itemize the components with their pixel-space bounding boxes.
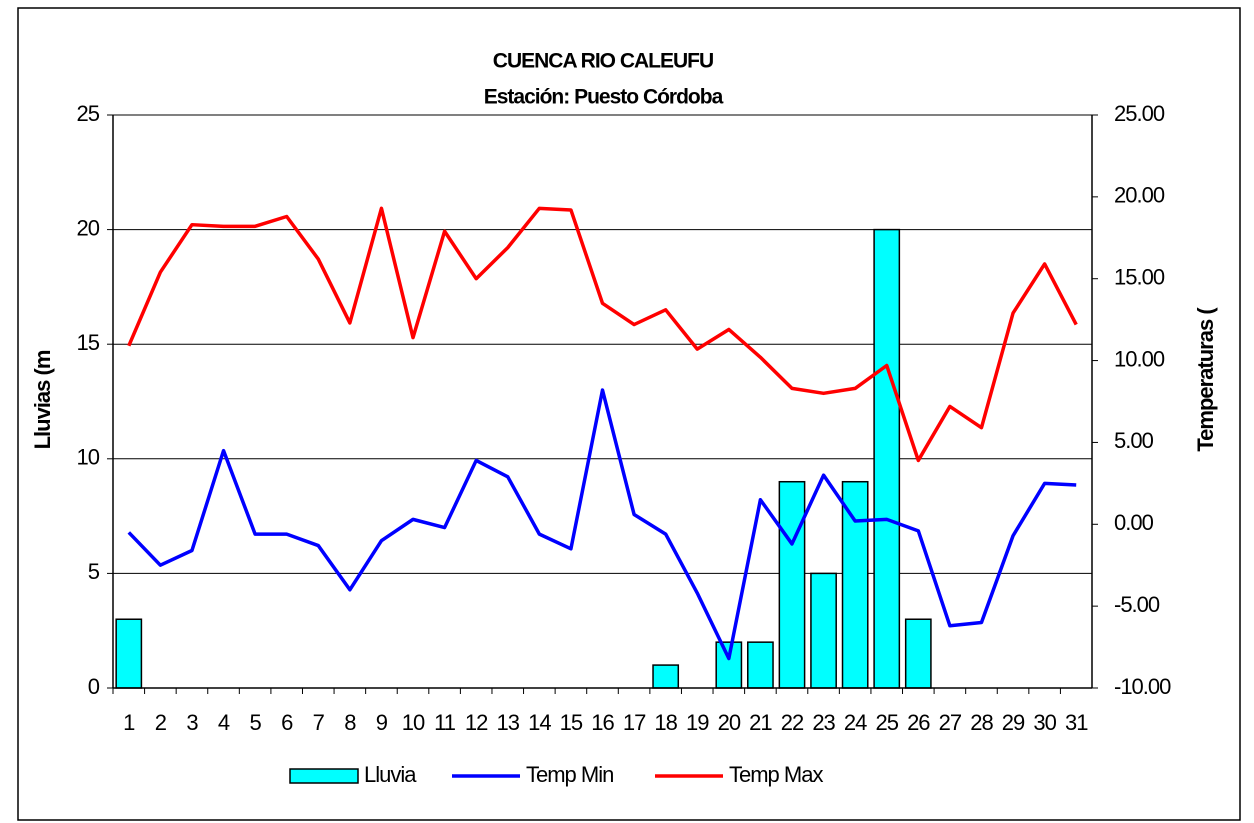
y2-tick-label: 15.00: [1114, 265, 1165, 290]
y-axis-title: Lluvias (m: [30, 350, 55, 449]
legend-label: Temp Max: [729, 762, 823, 787]
bar: [841, 480, 869, 689]
x-tick-label: 23: [812, 710, 835, 735]
x-tick-label: 5: [249, 710, 261, 735]
x-tick-label: 25: [875, 710, 898, 735]
legend-swatch: [289, 768, 359, 784]
x-tick-label: 28: [970, 710, 993, 735]
y2-tick-label: 5.00: [1114, 428, 1154, 453]
y2-tick-label: 20.00: [1114, 183, 1165, 208]
x-tick-label: 20: [718, 710, 741, 735]
x-tick-label: 8: [344, 710, 356, 735]
legend-label: Temp Min: [526, 762, 613, 787]
bar: [715, 641, 743, 689]
x-tick-label: 2: [155, 710, 167, 735]
line: [127, 388, 1077, 661]
y-tick-label: 10: [77, 445, 100, 470]
chart-subtitle: Estación: Puesto Córdoba: [484, 86, 724, 109]
x-tick-label: 21: [749, 710, 772, 735]
x-tick-label: 17: [623, 710, 646, 735]
x-tick-label: 14: [528, 710, 551, 735]
bar: [747, 641, 774, 689]
x-tick-label: 9: [376, 710, 388, 735]
x-tick-label: 22: [781, 710, 804, 735]
bar: [115, 618, 143, 689]
y-tick-label: 20: [77, 215, 100, 240]
y2-tick-label: -5.00: [1114, 592, 1160, 617]
x-tick-label: 7: [313, 710, 325, 735]
y2-tick-label: 10.00: [1114, 346, 1165, 371]
x-tick-label: 29: [1002, 710, 1025, 735]
y2-tick-label: 25.00: [1114, 101, 1165, 126]
x-tick-label: 31: [1065, 710, 1088, 735]
x-tick-label: 6: [281, 710, 293, 735]
bar: [810, 572, 837, 689]
x-tick-label: 1: [123, 710, 135, 735]
y-tick-label: 25: [77, 101, 100, 126]
legend-label: Lluvia: [364, 762, 417, 787]
y2-axis-title: Temperaturas (: [1193, 307, 1218, 452]
x-tick-label: 13: [497, 710, 520, 735]
x-tick-label: 27: [939, 710, 962, 735]
bar: [652, 664, 680, 689]
chart-title: CUENCA RIO CALEUFU: [493, 50, 713, 73]
y-tick-label: 0: [88, 674, 100, 699]
x-tick-label: 16: [591, 710, 614, 735]
bar: [873, 228, 901, 689]
y-tick-label: 5: [88, 559, 100, 584]
x-tick-label: 18: [654, 710, 677, 735]
x-tick-label: 12: [465, 710, 488, 735]
x-tick-label: 19: [686, 710, 709, 735]
x-tick-label: 30: [1033, 710, 1056, 735]
y-tick-label: 15: [77, 330, 100, 355]
y2-tick-label: 0.00: [1114, 510, 1154, 535]
x-tick-label: 15: [560, 710, 583, 735]
x-tick-label: 4: [218, 710, 230, 735]
x-tick-label: 10: [402, 710, 425, 735]
chart-frame: [17, 7, 1241, 821]
x-tick-label: 3: [186, 710, 198, 735]
x-tick-label: 24: [844, 710, 867, 735]
line: [127, 206, 1078, 463]
x-tick-label: 11: [434, 710, 456, 735]
y2-tick-label: -10.00: [1114, 674, 1171, 699]
x-tick-label: 26: [907, 710, 930, 735]
bar: [904, 618, 932, 689]
bar: [778, 480, 806, 689]
